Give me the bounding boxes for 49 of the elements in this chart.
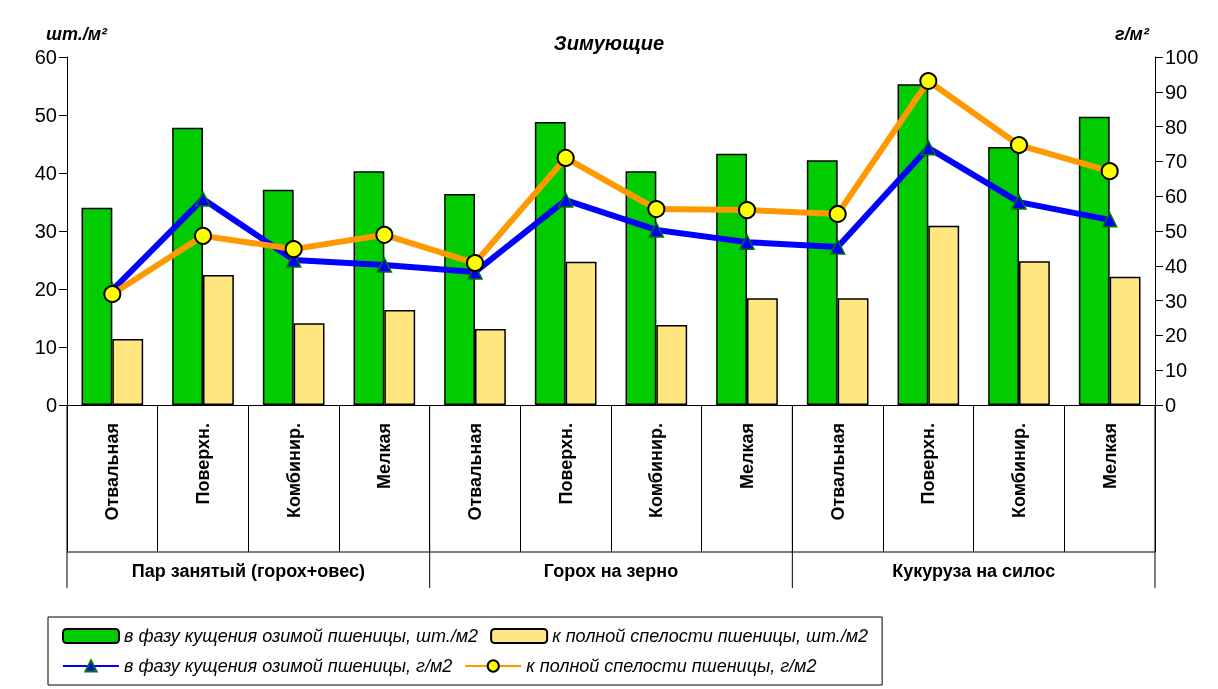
point	[1101, 212, 1118, 228]
y2-tick-label: 80	[1165, 115, 1188, 138]
y2-tick-label: 0	[1165, 394, 1177, 416]
y-tick-label: 50	[34, 104, 57, 126]
y-tick-label: 30	[34, 220, 57, 242]
chart-title: Зимующие	[553, 32, 665, 54]
point	[920, 140, 937, 156]
y2-tick-label: 30	[1165, 289, 1188, 312]
x-tick-label: Поверхн.	[918, 423, 939, 505]
y2-tick-label: 20	[1165, 324, 1188, 347]
text: Горох на зерно	[543, 561, 679, 581]
legend-label: к полной спелости пшеницы, г/м2	[526, 656, 817, 676]
point	[557, 192, 574, 208]
y2-tick-label: 90	[1165, 80, 1188, 103]
x-tick-label: Отвальная	[102, 423, 123, 521]
y-axis-title: шт./м²	[45, 24, 108, 44]
point	[648, 222, 665, 238]
x-tick-label: Комбинир.	[1009, 423, 1029, 518]
legend-label: в фазу кущения озимой пшеницы, г/м2	[124, 656, 453, 676]
text: Пар занятый (горох+овес)	[131, 561, 365, 581]
y-tick-label: 40	[34, 162, 57, 184]
y2-tick-label: 40	[1165, 254, 1188, 277]
legend-label: в фазу кущения озимой пшеницы, шт./м2	[124, 626, 479, 646]
x-tick-label: Мелкая	[374, 423, 395, 489]
legend-label: к полной спелости пшеницы, шт./м2	[552, 626, 869, 646]
x-tick-label: Отвальная	[827, 423, 848, 521]
y2-tick-label: 70	[1165, 150, 1188, 173]
y-tick-label: 0	[45, 394, 57, 416]
y-tick-label: 10	[34, 336, 57, 358]
y2-tick-label: 10	[1165, 359, 1188, 382]
y-tick-label: 60	[34, 46, 57, 68]
point	[376, 257, 393, 273]
x-tick-label: Поверхн.	[555, 423, 576, 505]
point	[1011, 194, 1027, 210]
x-tick-label: Мелкая	[1099, 423, 1120, 489]
x-tick-label: Комбинир.	[283, 423, 304, 518]
y2-tick-label: 60	[1165, 185, 1188, 208]
y-tick-label: 20	[34, 278, 57, 300]
point	[829, 239, 846, 255]
text: Кукуруза на силос	[892, 561, 1056, 581]
y2-tick-label: 50	[1165, 220, 1188, 242]
x-tick-label: Отвальная	[465, 423, 485, 521]
x-tick-label: Поверхн.	[193, 423, 213, 505]
y2-tick-label: 100	[1165, 46, 1199, 68]
x-tick-label: Мелкая	[737, 423, 757, 489]
x-tick-label: Комбинир.	[646, 423, 667, 518]
y2-axis-title: г/м²	[1115, 24, 1150, 44]
point	[739, 234, 755, 250]
point	[195, 191, 211, 207]
